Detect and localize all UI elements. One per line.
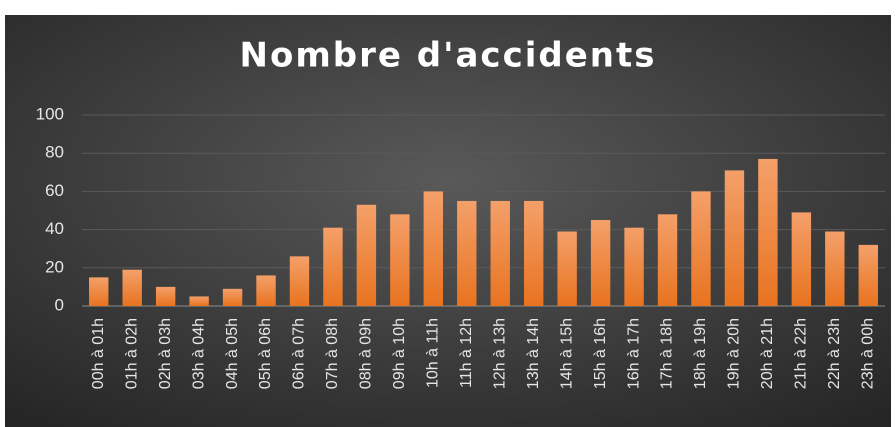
bar <box>423 191 444 306</box>
x-tick-label: 12h à 13h <box>491 318 508 389</box>
bar <box>691 191 711 306</box>
bar <box>523 200 544 306</box>
bar <box>557 231 577 306</box>
x-tick-label: 07h à 08h <box>324 318 341 389</box>
x-tick-label: 02h à 03h <box>157 318 174 389</box>
bar <box>189 296 209 306</box>
bar <box>858 244 878 306</box>
y-tick-label: 20 <box>45 257 64 276</box>
bar <box>457 200 477 306</box>
x-tick-label: 15h à 16h <box>592 318 609 389</box>
x-tick-label: 05h à 06h <box>257 318 274 389</box>
x-tick-label: 20h à 21h <box>759 318 776 389</box>
bar <box>490 200 510 306</box>
x-tick-label: 03h à 04h <box>190 318 207 389</box>
bar <box>390 214 410 306</box>
x-tick-label: 14h à 15h <box>558 318 575 389</box>
bar <box>323 227 343 306</box>
bar <box>89 277 109 306</box>
bar <box>289 256 310 306</box>
x-tick-label: 17h à 18h <box>659 318 676 389</box>
bar <box>222 288 243 306</box>
bar <box>356 204 377 306</box>
bar <box>758 158 778 306</box>
bar <box>256 275 276 306</box>
bar <box>657 214 678 306</box>
bar <box>791 212 812 306</box>
x-tick-label: 01h à 02h <box>123 318 140 389</box>
x-tick-label: 22h à 23h <box>826 318 843 389</box>
x-tick-label: 10h à 11h <box>425 318 442 388</box>
y-tick-label: 80 <box>45 143 64 162</box>
x-tick-label: 06h à 07h <box>291 318 308 389</box>
y-tick-label: 60 <box>45 181 64 200</box>
y-tick-label: 40 <box>45 219 64 238</box>
x-tick-label: 13h à 14h <box>525 318 542 389</box>
bar <box>825 231 845 306</box>
x-tick-label: 18h à 19h <box>692 318 709 389</box>
x-tick-label: 11h à 12h <box>458 318 475 388</box>
bar <box>122 269 142 306</box>
y-tick-label: 0 <box>55 295 64 314</box>
x-tick-label: 08h à 09h <box>358 318 375 389</box>
x-tick-label: 16h à 17h <box>625 318 642 389</box>
x-tick-label: 19h à 20h <box>726 318 743 389</box>
bar <box>624 227 644 306</box>
x-tick-label: 00h à 01h <box>90 318 107 389</box>
x-tick-label: 21h à 22h <box>793 318 810 389</box>
chart-title: Nombre d'accidents <box>240 36 657 76</box>
bar <box>155 286 176 306</box>
x-tick-label: 09h à 10h <box>391 318 408 389</box>
x-tick-label: 04h à 05h <box>224 318 241 389</box>
x-tick-label: 23h à 00h <box>859 318 876 389</box>
bar <box>590 220 611 306</box>
y-tick-label: 100 <box>36 104 64 123</box>
bar <box>724 170 745 306</box>
